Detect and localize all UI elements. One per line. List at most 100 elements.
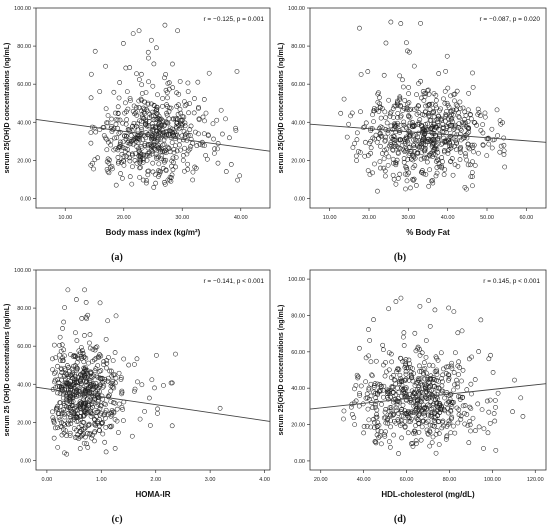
x-tick-label: 100.00 (484, 477, 501, 483)
data-point (449, 366, 455, 371)
data-point (400, 108, 405, 113)
data-point (137, 175, 142, 180)
data-point (170, 116, 176, 122)
data-point (457, 157, 463, 162)
data-point (70, 409, 76, 414)
data-point (144, 178, 150, 184)
data-point (58, 400, 63, 406)
data-point (468, 406, 474, 411)
data-point (413, 403, 419, 409)
data-point (393, 160, 398, 165)
data-point (54, 406, 59, 412)
data-point (419, 170, 425, 175)
data-point (451, 309, 457, 314)
data-point (84, 316, 89, 322)
data-point (193, 165, 199, 171)
data-point (166, 80, 172, 86)
data-point (107, 411, 113, 416)
data-point (66, 405, 72, 410)
data-point (228, 162, 234, 167)
data-point (55, 425, 60, 431)
data-point (449, 414, 455, 420)
data-point (403, 136, 409, 141)
data-point (439, 118, 444, 123)
data-point (446, 375, 452, 381)
data-point (456, 125, 462, 130)
data-point (82, 425, 88, 431)
data-point (122, 149, 128, 154)
data-point (57, 334, 63, 340)
data-point (399, 413, 405, 419)
data-point (424, 386, 429, 392)
data-point (158, 136, 163, 142)
data-point (116, 95, 122, 101)
data-point (446, 372, 452, 378)
data-point (427, 384, 433, 390)
data-point (356, 148, 361, 154)
data-point (383, 137, 388, 143)
data-point (427, 167, 433, 173)
data-point (480, 142, 486, 148)
data-point (187, 101, 192, 106)
data-point (97, 369, 102, 374)
data-point (174, 125, 180, 131)
data-point (83, 300, 89, 305)
data-point (487, 420, 493, 426)
data-point (147, 152, 152, 158)
data-point (404, 165, 409, 171)
data-point (135, 127, 141, 133)
data-point (169, 140, 175, 145)
data-point (468, 116, 474, 122)
data-point (422, 154, 427, 160)
data-point (390, 106, 396, 112)
data-point (420, 411, 426, 416)
data-point (382, 109, 388, 115)
data-point (455, 163, 461, 169)
data-point (387, 444, 393, 450)
data-point (233, 128, 239, 133)
data-point (423, 91, 429, 96)
data-point (186, 110, 191, 116)
data-point (139, 145, 145, 151)
data-point (353, 383, 359, 388)
data-point (110, 372, 116, 378)
data-point (192, 164, 198, 170)
data-point (135, 379, 140, 385)
data-point (85, 403, 91, 408)
data-point (498, 143, 504, 149)
data-point (417, 352, 423, 358)
data-point (388, 394, 393, 400)
data-point (419, 382, 425, 388)
data-point (489, 126, 495, 132)
data-point (110, 358, 116, 364)
data-point (457, 134, 462, 140)
data-point (160, 142, 166, 148)
data-point (485, 136, 491, 142)
data-point (120, 139, 126, 145)
data-point (436, 431, 442, 436)
data-point (368, 424, 374, 430)
data-point (97, 428, 103, 433)
data-point (416, 121, 422, 127)
data-point (111, 89, 117, 95)
data-point (87, 332, 93, 337)
data-point (364, 423, 370, 429)
data-point (383, 415, 389, 420)
data-point (377, 159, 383, 164)
data-point (197, 142, 203, 147)
data-point (378, 124, 384, 130)
data-point (451, 370, 457, 375)
data-point (406, 415, 412, 421)
data-point (418, 368, 424, 374)
data-point (86, 421, 92, 427)
data-point (132, 362, 137, 367)
data-point (371, 419, 377, 425)
data-point (170, 130, 176, 136)
data-point (139, 71, 144, 77)
data-point (398, 114, 403, 120)
data-point (373, 402, 379, 408)
data-point (374, 407, 380, 413)
data-point (471, 120, 477, 125)
y-tick-label: 60.00 (17, 344, 31, 350)
data-point (64, 372, 70, 378)
